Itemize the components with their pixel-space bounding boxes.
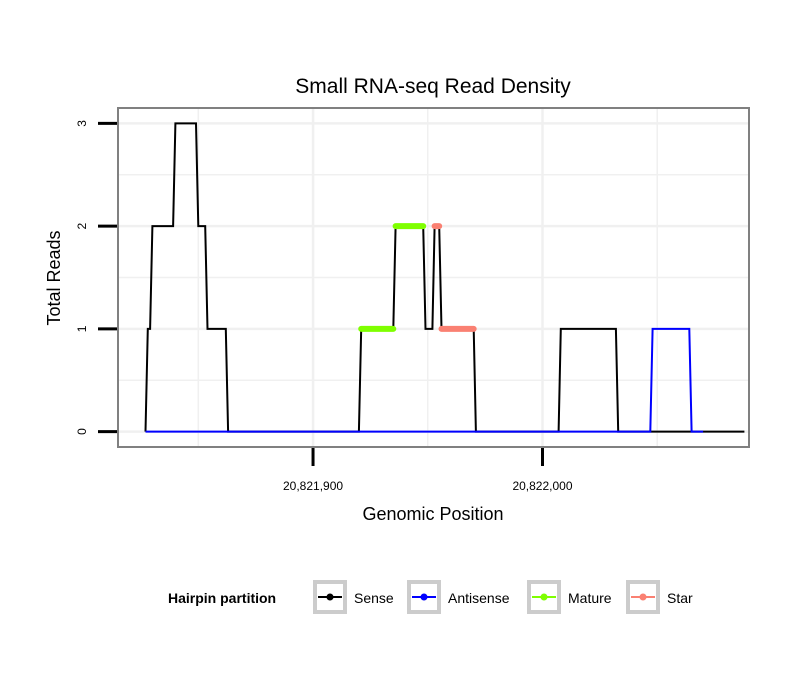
y-tick-label: 2: [75, 222, 89, 229]
series-line-antisense: [145, 327, 704, 433]
series-layer: [144, 122, 745, 433]
legend-label: Sense: [354, 590, 394, 606]
legend-item-antisense: Antisense: [407, 580, 510, 614]
legend-key-dot: [540, 593, 548, 601]
legend-key-dot: [639, 593, 647, 601]
legend: Hairpin partition Sense Antisense Mature St…: [168, 580, 693, 614]
y-axis-label: Total Reads: [44, 230, 64, 325]
legend-key-dot: [420, 593, 428, 601]
legend-title: Hairpin partition: [168, 590, 276, 606]
x-tick-label: 20,821,900: [283, 479, 343, 493]
chart-title: Small RNA-seq Read Density: [295, 75, 571, 98]
x-tick-label: 20,822,000: [512, 479, 572, 493]
axes: 0 1 2 3 20,821,900 20,822,000: [75, 120, 573, 493]
series-line-mature: [358, 223, 427, 332]
legend-item-sense: Sense: [313, 580, 394, 614]
y-tick-label: 3: [75, 120, 89, 127]
legend-label: Star: [667, 590, 693, 606]
legend-item-mature: Mature: [527, 580, 612, 614]
x-axis-label: Genomic Position: [362, 504, 503, 524]
legend-label: Antisense: [448, 590, 510, 606]
series-line-star: [431, 223, 477, 332]
legend-key-dot: [326, 593, 334, 601]
y-tick-label: 0: [75, 428, 89, 435]
legend-item-star: Star: [626, 580, 693, 614]
plot-border: [117, 107, 750, 448]
y-tick-label: 1: [75, 325, 89, 332]
legend-label: Mature: [568, 590, 612, 606]
